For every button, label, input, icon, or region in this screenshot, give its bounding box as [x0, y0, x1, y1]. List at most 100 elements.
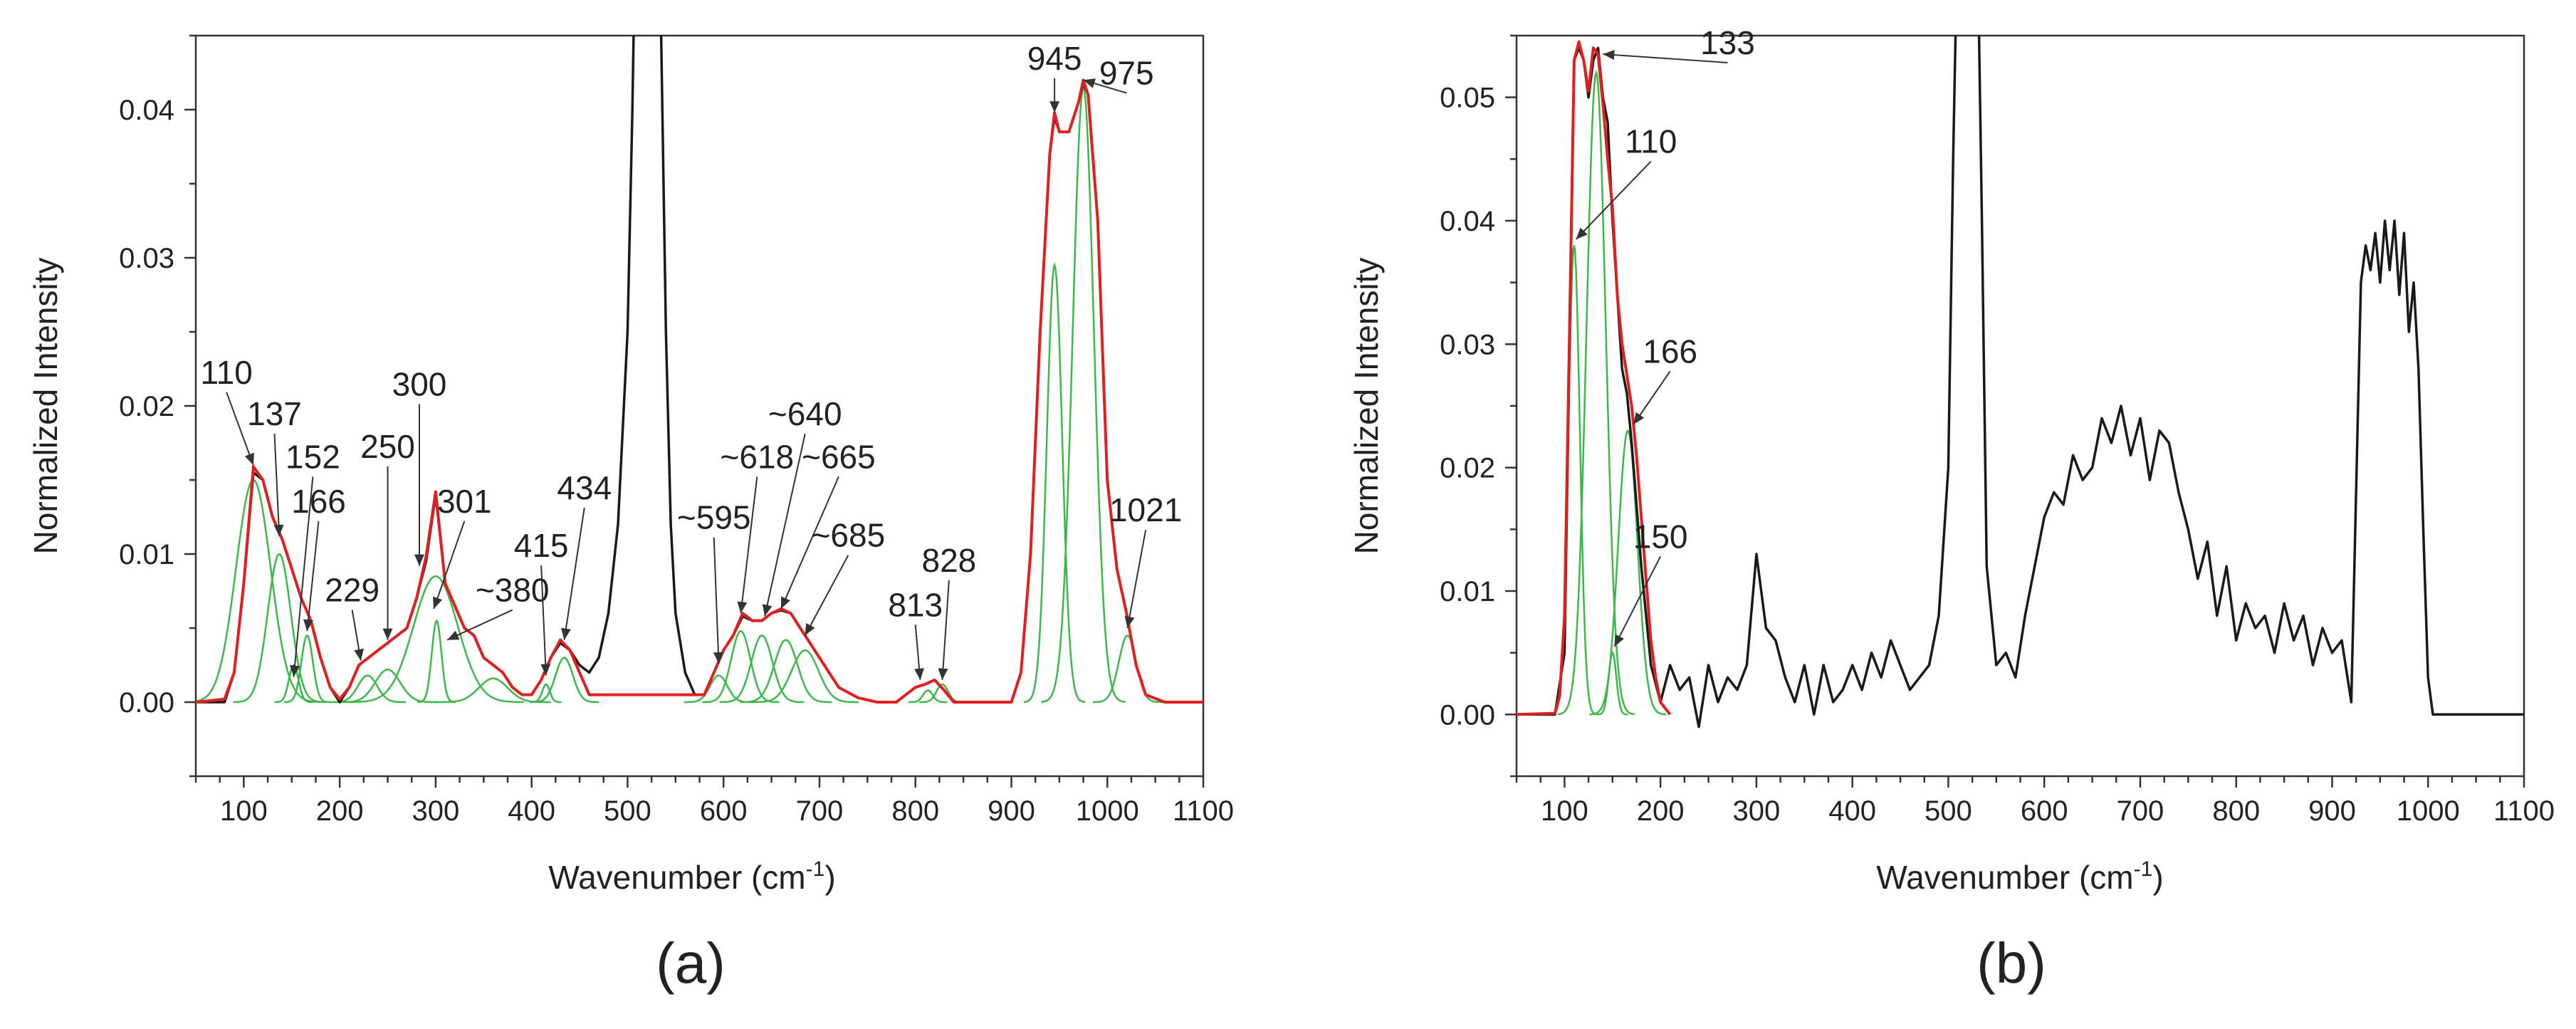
component-peak-152: [274, 664, 313, 704]
peak-annotation-label: 415: [514, 527, 569, 564]
annotation-arrowhead: [273, 524, 284, 536]
chart-panel-a: 100 200 300 400 500 600 700 800 900 1000 1100 0.00 0…: [27, 34, 1234, 995]
component-peak-618: [702, 630, 780, 704]
annotation-arrow-line: [433, 521, 466, 610]
annotation-arrowhead: [1614, 634, 1624, 647]
x-axis-title: Wavenumber (cm-1): [548, 857, 835, 896]
annotation-arrow-line: [764, 433, 806, 617]
x-tick-label: 300: [412, 795, 460, 827]
component-peak-945: [1023, 261, 1086, 704]
x-tick-label: 700: [796, 795, 844, 827]
annotation-arrow-line: [1603, 53, 1728, 63]
x-tick-label: 100: [220, 795, 268, 827]
x-tick-label: 200: [1637, 795, 1685, 827]
y-tick-label: 0.04: [119, 95, 174, 126]
x-tick-label: 700: [2117, 795, 2164, 827]
peak-annotation-label: 434: [557, 469, 612, 506]
component-peak-110: [196, 479, 323, 704]
peak-annotation-label: 229: [325, 572, 379, 609]
annotation-arrowhead: [762, 604, 773, 617]
x-axis-title-main: Wavenumber (cm: [548, 859, 805, 896]
y-axis-title: Normalized Intensity: [1348, 258, 1385, 555]
panel-label: (b): [1976, 931, 2046, 995]
annotation-arrow-line: [563, 507, 585, 640]
peak-annotation-label: 166: [291, 483, 346, 520]
peak-annotation-label: 110: [200, 354, 252, 391]
annotation-arrowhead: [1083, 78, 1096, 88]
peak-annotation-label: 813: [888, 586, 943, 623]
annotation-arrowhead: [382, 628, 393, 640]
annotation-arrow-line: [306, 521, 320, 632]
y-tick-label: 0.00: [1440, 699, 1495, 731]
annotation-arrowhead: [1576, 227, 1588, 239]
peak-annotation-label: 1021: [1109, 491, 1182, 528]
annotation-arrow-line: [1575, 160, 1652, 240]
panel-label: (a): [656, 931, 726, 995]
y-tick-label: 0.03: [1440, 329, 1495, 360]
annotation-arrow-line: [804, 555, 849, 636]
chart-panel-b: 100 200 300 400 500 600 700 800 900 1000 1100 0.00 0…: [1348, 24, 2555, 995]
component-peak-975: [1041, 85, 1126, 703]
x-tick-label: 1100: [2493, 795, 2555, 827]
peak-annotation-label: 150: [1633, 518, 1688, 555]
component-peak-640: [719, 634, 805, 704]
peak-annotation-label: 110: [1625, 123, 1677, 160]
component-peak-133: [1557, 69, 1635, 716]
x-axis-title: Wavenumber (cm-1): [1876, 857, 2163, 896]
component-peak-665: [740, 639, 832, 704]
x-tick-label: 800: [891, 795, 939, 827]
peak-annotation-label: 975: [1099, 55, 1154, 92]
peak-annotation-label: ~595: [677, 499, 751, 536]
fit-line: [1517, 40, 1672, 716]
annotation-arrowhead: [713, 652, 723, 664]
annotation-arrow-line: [226, 392, 254, 466]
peak-annotation-label: 137: [247, 395, 302, 432]
annotation-arrowhead: [914, 668, 924, 680]
annotation-arrowhead: [354, 648, 364, 661]
x-tick-label: 1000: [2397, 795, 2460, 827]
x-tick-label: 100: [1541, 795, 1588, 827]
component-peak-250: [337, 668, 438, 704]
x-tick-label: 500: [1925, 795, 1972, 827]
annotation-arrow-line: [540, 565, 547, 676]
x-axis-title-superscript: -1: [806, 857, 825, 881]
peak-annotation-label: 300: [392, 365, 447, 402]
annotation-arrow-line: [273, 433, 281, 537]
peak-annotation-label: 152: [286, 438, 340, 475]
annotation-arrowhead: [1603, 50, 1615, 61]
x-tick-label: 600: [2021, 795, 2068, 827]
x-tick-label: 300: [1733, 795, 1781, 827]
annotation-arrowhead: [1124, 616, 1135, 628]
annotation-arrowhead: [432, 596, 443, 609]
x-axis-title-tail: ): [824, 859, 835, 896]
x-tick-label: 800: [2212, 795, 2260, 827]
peak-annotation-label: ~640: [768, 395, 842, 432]
annotation-arrowhead: [561, 627, 571, 640]
x-axis-title-superscript: -1: [2134, 857, 2153, 881]
plot-area: [196, 36, 1203, 704]
component-peak-434: [530, 657, 599, 704]
x-tick-label: 1100: [1173, 795, 1234, 827]
x-tick-label: 500: [604, 795, 651, 827]
y-tick-label: 0.01: [119, 539, 174, 570]
raw-spectrum-line: [1517, 36, 2524, 728]
component-peak-110: [1551, 245, 1598, 716]
x-tick-label: 400: [508, 795, 555, 827]
y-tick-label: 0.02: [1440, 453, 1495, 484]
annotation-arrow-line: [1613, 555, 1662, 647]
annotation-arrow-line: [780, 476, 839, 610]
x-tick-label: 200: [316, 795, 364, 827]
peak-annotation-label: 133: [1700, 24, 1755, 61]
annotation-arrow-line: [293, 476, 314, 677]
annotation-arrowhead: [414, 554, 424, 566]
peak-annotation-label: ~618: [721, 438, 795, 475]
annotation-arrow-line: [446, 609, 513, 641]
peak-annotation-label: ~665: [802, 438, 876, 475]
annotation-arrowhead: [244, 452, 254, 466]
peak-annotation-label: ~685: [812, 517, 886, 554]
annotation-arrowhead: [447, 630, 460, 640]
y-tick-label: 0.03: [119, 243, 174, 274]
x-tick-label: 900: [988, 795, 1035, 827]
component-peak-301: [417, 619, 456, 704]
